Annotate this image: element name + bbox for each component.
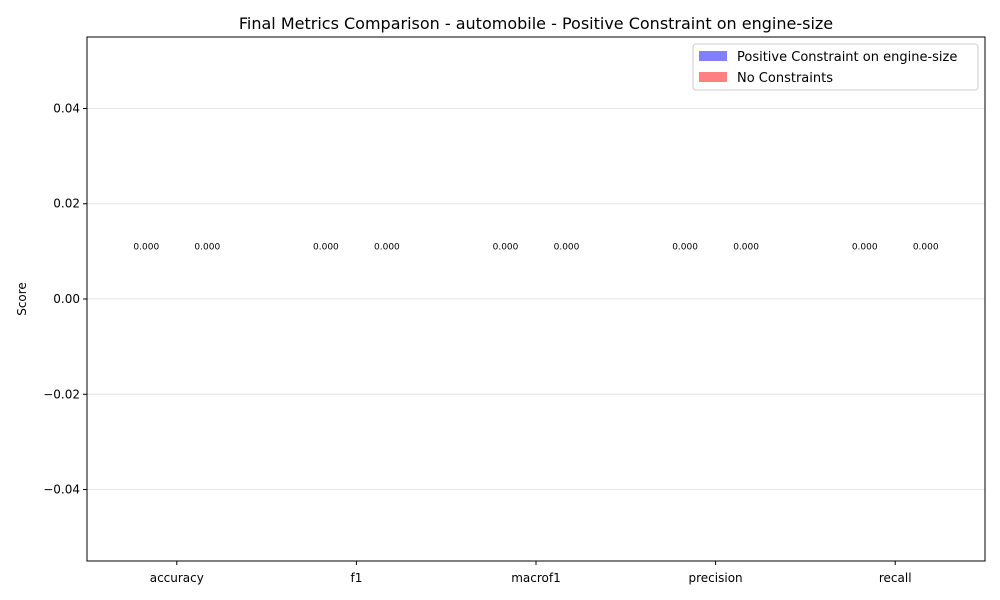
data-label: 0.000 [913, 243, 939, 253]
y-tick-label: 0.00 [53, 292, 80, 306]
y-axis-label: Score [15, 282, 29, 316]
data-label: 0.000 [554, 243, 580, 253]
data-label: 0.000 [852, 243, 878, 253]
y-tick-label: 0.02 [53, 197, 80, 211]
gridlines [87, 107, 985, 491]
data-label: 0.000 [493, 243, 519, 253]
y-tick-label: 0.04 [53, 101, 80, 115]
legend: Positive Constraint on engine-size No Con… [692, 43, 979, 91]
data-label: 0.000 [672, 243, 698, 253]
y-axis: −0.04 −0.02 0.00 0.02 0.04 [43, 101, 87, 497]
y-tick-label: −0.04 [43, 483, 80, 497]
data-label: 0.000 [374, 243, 400, 253]
y-tick-label: −0.02 [43, 387, 80, 401]
legend-swatch [699, 51, 727, 61]
chart-title: Final Metrics Comparison - automobile - … [239, 14, 833, 33]
x-tick-label: f1 [350, 571, 362, 585]
data-labels: 0.000 0.000 0.000 0.000 0.000 0.000 0.000 0.000… [133, 243, 938, 253]
x-tick-label: accuracy [150, 571, 204, 585]
data-label: 0.000 [313, 243, 339, 253]
x-tick-label: precision [689, 571, 743, 585]
x-tick-label: macrof1 [511, 571, 561, 585]
legend-label: Positive Constraint on engine-size [737, 50, 957, 65]
data-label: 0.000 [733, 243, 759, 253]
legend-label: No Constraints [737, 71, 833, 86]
x-axis: accuracy f1 macrof1 precision recall [150, 561, 912, 585]
data-label: 0.000 [194, 243, 220, 253]
x-tick-label: recall [879, 571, 912, 585]
legend-box [692, 43, 979, 91]
data-label: 0.000 [133, 243, 159, 253]
legend-swatch [699, 72, 727, 82]
